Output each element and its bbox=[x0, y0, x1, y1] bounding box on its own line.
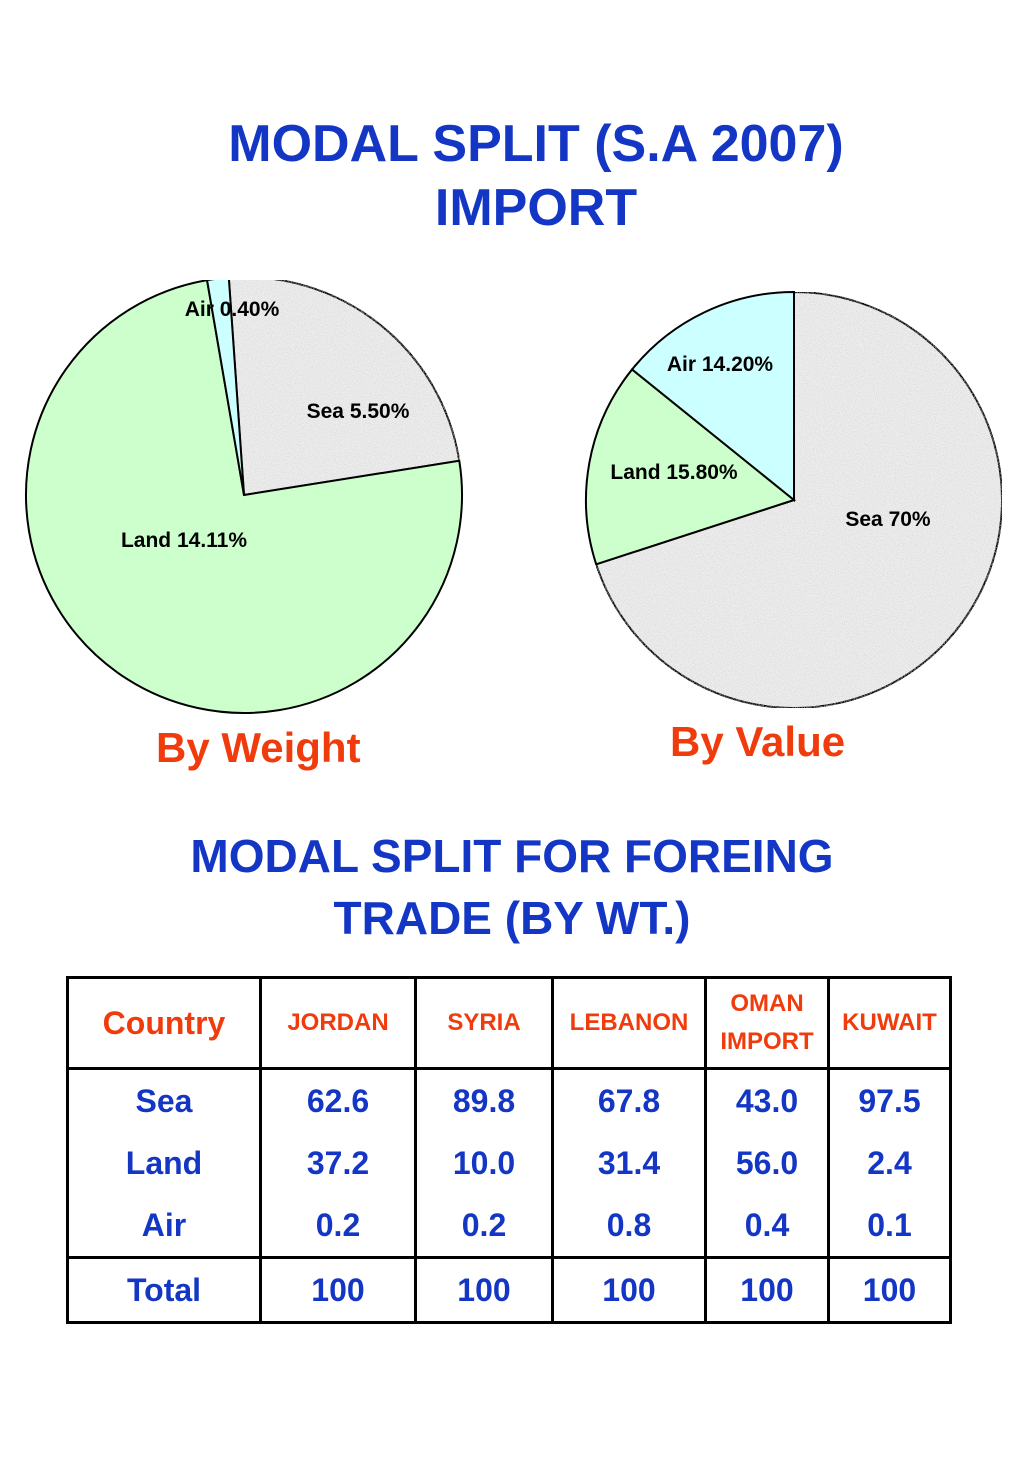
table-cell: 0.1 bbox=[827, 1194, 951, 1258]
page-title-line-2: IMPORT bbox=[434, 179, 638, 237]
header-label: LEBANON bbox=[569, 1009, 689, 1036]
pie-chart-by-value: Sea 70% Land 15.80% Air 14.20% bbox=[585, 290, 1003, 709]
table-cell: 43.0 bbox=[704, 1068, 829, 1132]
header-label: JORDAN bbox=[287, 1009, 389, 1036]
pie-label-land: Land 14.11% bbox=[121, 529, 247, 552]
table-cell: 0.4 bbox=[704, 1194, 829, 1258]
table-cell: 0.2 bbox=[259, 1194, 416, 1258]
header-kuwait: KUWAIT bbox=[827, 977, 951, 1070]
table-cell: 100 bbox=[704, 1256, 829, 1323]
table-row: Air 0.2 0.2 0.8 0.4 0.1 bbox=[68, 1194, 951, 1258]
header-label: IMPORT bbox=[720, 1028, 814, 1055]
modal-split-table: Country JORDAN SYRIA LEBANON OMAN IMPORT… bbox=[66, 976, 952, 1324]
pie-slice-sea bbox=[594, 290, 1003, 709]
header-country: Country bbox=[67, 977, 261, 1070]
pie-label-air: Air 0.40% bbox=[185, 298, 280, 321]
table-cell: 97.5 bbox=[827, 1068, 951, 1132]
header-label: OMAN bbox=[730, 990, 804, 1017]
table-cell: 0.2 bbox=[414, 1194, 553, 1258]
pie-caption-by-weight: By Weight bbox=[156, 724, 361, 771]
pie-slice-air bbox=[630, 290, 795, 503]
table-cell: 31.4 bbox=[551, 1132, 706, 1194]
row-label: Air bbox=[141, 1206, 187, 1243]
table-row: Land 37.2 10.0 31.4 56.0 2.4 bbox=[68, 1132, 951, 1194]
pie-slice-land bbox=[585, 368, 797, 566]
table-title: MODAL SPLIT FOR FOREING TRADE (BY WT.) bbox=[0, 825, 1024, 949]
table-cell: 100 bbox=[827, 1256, 951, 1323]
pie-label-land: Land 15.80% bbox=[610, 461, 738, 484]
header-jordan: JORDAN bbox=[259, 977, 416, 1070]
header-label: KUWAIT bbox=[842, 1009, 937, 1036]
pie-slice-sea bbox=[227, 280, 461, 497]
header-syria: SYRIA bbox=[414, 977, 553, 1070]
pie-label-air: Air 14.20% bbox=[667, 353, 774, 376]
table-cell: 2.4 bbox=[827, 1132, 951, 1194]
table-header-row: Country JORDAN SYRIA LEBANON OMAN IMPORT… bbox=[67, 977, 951, 1070]
table-cell: 89.8 bbox=[414, 1068, 553, 1132]
row-label: Total bbox=[67, 1256, 261, 1323]
table-cell: 10.0 bbox=[414, 1132, 553, 1194]
page-title: MODAL SPLIT (S.A 2007) IMPORT bbox=[24, 112, 1024, 240]
pie-charts: Sea 5.50% Land 14.11% Air 0.40% Sea 70% Lan… bbox=[25, 280, 1003, 714]
table-cell: 100 bbox=[551, 1256, 706, 1323]
row-label: Land bbox=[125, 1144, 203, 1181]
table-cell: 100 bbox=[414, 1256, 553, 1323]
header-lebanon: LEBANON bbox=[551, 977, 706, 1070]
row-label: Sea bbox=[135, 1082, 193, 1119]
table-cell: 56.0 bbox=[704, 1132, 829, 1194]
header-oman-import: OMAN IMPORT bbox=[704, 977, 829, 1070]
pie-slice-land bbox=[25, 280, 463, 714]
pie-label-sea: Sea 70% bbox=[845, 508, 931, 531]
table-title-line-1: MODAL SPLIT FOR FOREING bbox=[190, 830, 834, 882]
table-cell: 100 bbox=[259, 1256, 416, 1323]
pie-caption-by-value: By Value bbox=[670, 718, 846, 765]
table-cell: 37.2 bbox=[259, 1132, 416, 1194]
table-cell: 0.8 bbox=[551, 1194, 706, 1258]
table-cell: 62.6 bbox=[259, 1068, 416, 1132]
pie-label-sea: Sea 5.50% bbox=[307, 400, 410, 423]
table-title-line-2: TRADE (BY WT.) bbox=[333, 892, 691, 944]
header-label: SYRIA bbox=[447, 1009, 521, 1036]
table-cell: 67.8 bbox=[551, 1068, 706, 1132]
pie-chart-by-weight: Sea 5.50% Land 14.11% Air 0.40% bbox=[25, 280, 463, 714]
table-total-row: Total 100 100 100 100 100 bbox=[67, 1256, 951, 1323]
pie-slice-air bbox=[206, 280, 245, 496]
table-row: Sea 62.6 89.8 67.8 43.0 97.5 bbox=[68, 1068, 951, 1132]
page-title-line-1: MODAL SPLIT (S.A 2007) bbox=[228, 115, 844, 173]
